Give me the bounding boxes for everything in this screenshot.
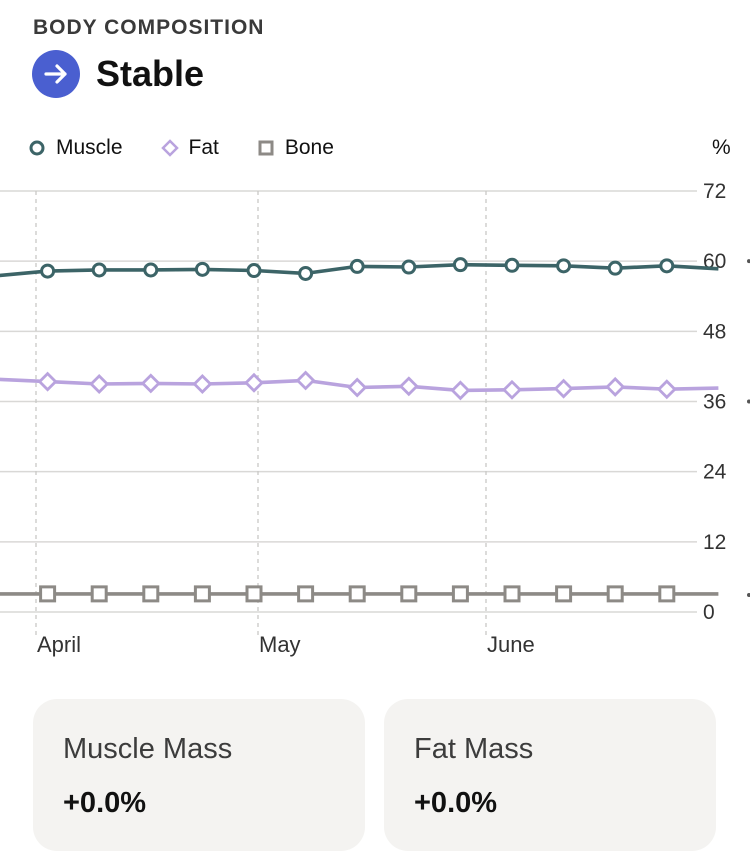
data-point-fat [295,370,316,391]
data-point-bone [658,585,676,603]
x-tick-label: June [487,632,535,657]
diamond-marker-icon [160,139,179,157]
status-label: Stable [96,53,205,94]
legend-item-muscle[interactable]: Muscle [28,136,123,160]
data-point-muscle [607,260,623,276]
y-tick-label: 36 [703,391,726,414]
data-point-fat [192,373,213,394]
data-point-bone [297,585,315,603]
data-point-muscle [401,259,417,275]
card-value: +0.0% [63,787,147,819]
y-tick-label: 72 [703,180,726,203]
section-title: BODY COMPOSITION [33,16,265,39]
data-point-bone [39,585,57,603]
fat-mass-card[interactable]: Fat Mass +0.0% [384,699,716,851]
muscle-mass-card[interactable]: Muscle Mass +0.0% [33,699,365,851]
data-point-bone [400,585,418,603]
data-point-muscle [40,263,56,279]
x-tick-label: May [259,632,301,657]
data-point-muscle [143,262,159,278]
card-label: Muscle Mass [63,733,233,765]
data-point-muscle [504,257,520,273]
data-point-fat [450,380,471,401]
edge-marker [747,593,750,597]
card-value: +0.0% [414,787,498,819]
data-point-fat [605,376,626,397]
card-label: Fat Mass [414,733,534,765]
data-point-fat [553,378,574,399]
data-point-fat [89,373,110,394]
data-point-fat [656,379,677,400]
data-point-muscle [452,257,468,273]
y-tick-label: 48 [703,320,726,343]
legend-item-bone[interactable]: Bone [257,136,334,160]
data-point-fat [347,377,368,398]
legend-label: Muscle [56,136,123,159]
data-point-muscle [194,261,210,277]
data-point-fat [37,371,58,392]
data-point-fat [398,376,419,397]
data-point-bone [90,585,108,603]
legend-label: Bone [284,136,334,159]
data-point-muscle [659,258,675,274]
data-point-bone [606,585,624,603]
data-point-fat [244,372,264,393]
data-point-fat [502,379,522,400]
square-marker-icon [258,140,274,156]
data-point-bone [245,585,263,603]
edge-marker [747,259,750,264]
data-point-muscle [349,258,365,274]
data-point-muscle [91,262,107,278]
edge-marker [747,399,750,404]
y-tick-label: 24 [703,461,727,484]
data-point-bone [142,585,160,603]
y-tick-label: 0 [703,601,715,624]
chart-legend: Muscle Fat Bone [28,136,372,160]
circle-marker-icon [29,140,45,156]
data-point-bone [503,585,521,603]
data-point-muscle [246,263,262,279]
data-point-bone [193,585,211,603]
data-point-muscle [556,258,572,274]
data-point-fat [140,373,161,394]
data-point-bone [348,585,366,603]
arrow-right-icon [32,50,80,98]
legend-label: Fat [188,136,219,159]
data-point-muscle [298,265,314,281]
data-point-bone [555,585,573,603]
unit-label: % [712,136,731,159]
data-point-bone [451,585,469,603]
status-row: Stable [32,50,204,98]
x-tick-label: April [37,632,81,657]
legend-item-fat[interactable]: Fat [160,136,219,160]
y-tick-label: 12 [703,531,726,554]
